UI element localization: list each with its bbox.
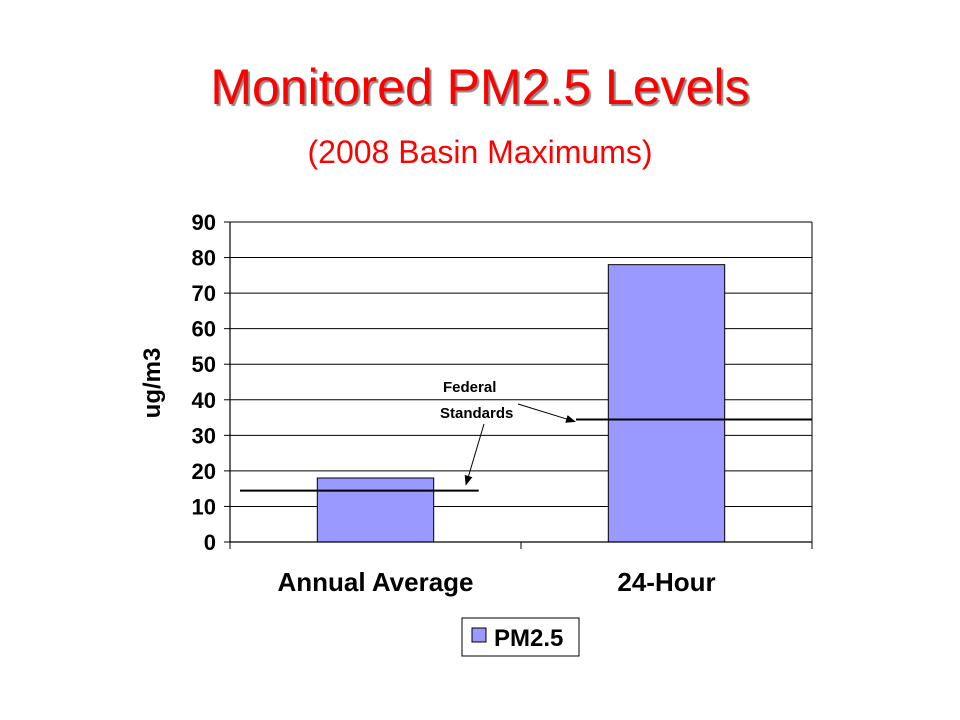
annotation-arrow xyxy=(517,403,576,423)
x-category-label: Annual Average xyxy=(277,567,473,597)
axes xyxy=(229,222,813,549)
y-tick-label: 80 xyxy=(192,246,216,271)
y-axis-label: ug/m3 xyxy=(139,348,166,419)
bar xyxy=(316,477,435,543)
reference-lines xyxy=(240,418,812,492)
bars xyxy=(316,264,726,543)
y-tick-label: 90 xyxy=(192,210,216,235)
annotation: Federal Standards xyxy=(440,379,576,486)
legend-swatch xyxy=(471,627,487,643)
chart-subtitle: (2008 Basin Maximums) xyxy=(307,134,653,170)
y-tick-labels: 0 10 20 30 40 50 60 70 80 90 xyxy=(192,210,216,555)
y-tick-label: 20 xyxy=(192,459,216,484)
bar xyxy=(607,264,726,543)
y-tick-label: 50 xyxy=(192,352,216,377)
y-tick-label: 0 xyxy=(204,530,216,555)
annotation-text: Federal xyxy=(443,379,496,396)
y-tick-label: 40 xyxy=(192,388,216,413)
y-tick-label: 60 xyxy=(192,317,216,342)
x-category-labels: Annual Average 24-Hour xyxy=(277,567,715,597)
annotation-text: Standards xyxy=(440,405,513,422)
annotation-arrow xyxy=(464,423,485,486)
y-tick-label: 70 xyxy=(192,281,216,306)
chart-title: Monitored PM2.5 Levels xyxy=(210,59,750,115)
y-tick-label: 30 xyxy=(192,423,216,448)
legend-label: PM2.5 xyxy=(494,625,563,652)
x-category-label: 24-Hour xyxy=(617,567,715,597)
y-tick-label: 10 xyxy=(192,494,216,519)
legend: PM2.5 xyxy=(461,617,580,657)
